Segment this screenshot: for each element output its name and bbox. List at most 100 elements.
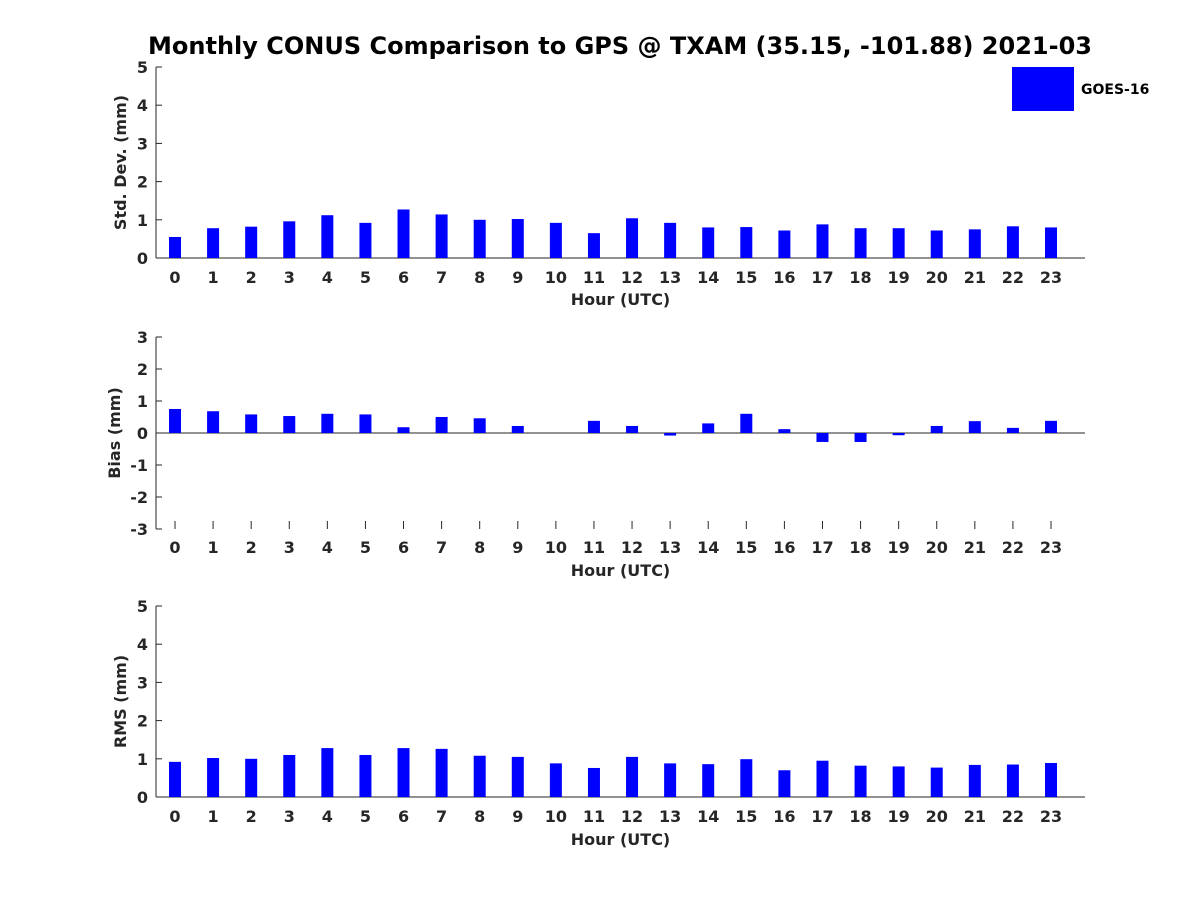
bar-hour-6 — [397, 209, 410, 258]
bar-hour-13 — [664, 433, 677, 436]
x-tick-label: 0 — [169, 807, 180, 826]
x-tick-label: 18 — [849, 538, 871, 557]
x-tick-label: 3 — [284, 807, 295, 826]
bar-hour-16 — [778, 770, 791, 797]
y-axis-label: Bias (mm) — [105, 387, 124, 479]
bar-hour-21 — [968, 421, 981, 433]
x-tick-label: 5 — [360, 807, 371, 826]
y-axis-label: RMS (mm) — [111, 655, 130, 748]
x-tick-label: 5 — [360, 538, 371, 557]
y-tick-label: 2 — [137, 360, 148, 379]
x-tick-label: 11 — [583, 807, 605, 826]
bar-hour-12 — [626, 218, 639, 258]
y-tick-label: 2 — [137, 173, 148, 192]
x-tick-label: 23 — [1040, 268, 1062, 287]
bar-hour-4 — [321, 215, 334, 258]
x-tick-label: 22 — [1002, 268, 1024, 287]
x-tick-label: 17 — [811, 538, 833, 557]
x-tick-label: 14 — [697, 538, 719, 557]
x-tick-label: 4 — [322, 807, 333, 826]
bar-hour-7 — [435, 214, 448, 258]
bar-hour-7 — [435, 417, 448, 433]
x-tick-label: 23 — [1040, 538, 1062, 557]
bar-hour-12 — [626, 756, 639, 797]
bar-hour-5 — [359, 414, 372, 433]
x-tick-label: 9 — [512, 538, 523, 557]
x-tick-label: 0 — [169, 538, 180, 557]
bar-hour-8 — [473, 755, 486, 797]
x-tick-label: 18 — [849, 807, 871, 826]
x-tick-label: 20 — [926, 538, 948, 557]
x-tick-label: 4 — [322, 538, 333, 557]
y-tick-label: 3 — [137, 673, 148, 692]
x-tick-label: 6 — [398, 268, 409, 287]
x-tick-label: 5 — [360, 268, 371, 287]
bar-hour-18 — [854, 433, 867, 442]
x-tick-label: 17 — [811, 268, 833, 287]
y-axis-label: Std. Dev. (mm) — [111, 95, 130, 230]
bar-hour-23 — [1045, 227, 1057, 258]
bar-hour-2 — [245, 758, 258, 797]
bar-hour-23 — [1045, 420, 1057, 433]
bar-hour-23 — [1045, 763, 1057, 797]
x-tick-label: 13 — [659, 807, 681, 826]
x-tick-label: 22 — [1002, 807, 1024, 826]
bar-hour-16 — [778, 230, 791, 258]
x-tick-label: 8 — [474, 807, 485, 826]
x-tick-label: 20 — [926, 268, 948, 287]
x-tick-label: 10 — [545, 268, 567, 287]
y-tick-label: 1 — [137, 211, 148, 230]
y-tick-label: 3 — [137, 328, 148, 347]
x-tick-label: 4 — [322, 268, 333, 287]
bar-hour-3 — [283, 754, 296, 797]
bar-hour-0 — [169, 761, 181, 797]
bar-hour-17 — [816, 224, 829, 258]
bar-hour-8 — [473, 219, 486, 258]
bar-hour-3 — [283, 221, 296, 258]
bar-hour-19 — [892, 228, 905, 258]
x-tick-label: 3 — [284, 538, 295, 557]
bar-hour-17 — [816, 760, 829, 797]
x-tick-label: 21 — [964, 538, 986, 557]
bar-hour-17 — [816, 433, 829, 442]
bar-hour-13 — [664, 763, 677, 797]
x-tick-label: 16 — [773, 807, 795, 826]
bar-hour-3 — [283, 416, 296, 433]
x-tick-label: 13 — [659, 268, 681, 287]
x-tick-label: 0 — [169, 268, 180, 287]
x-tick-label: 19 — [888, 807, 910, 826]
bar-hour-20 — [930, 230, 943, 258]
bar-hour-9 — [511, 756, 524, 797]
x-tick-label: 15 — [735, 807, 757, 826]
x-tick-label: 9 — [512, 268, 523, 287]
bar-hour-18 — [854, 765, 867, 797]
bar-hour-10 — [549, 222, 562, 258]
bar-hour-2 — [245, 226, 258, 258]
x-tick-label: 2 — [246, 538, 257, 557]
bar-hour-1 — [207, 411, 220, 433]
y-tick-label: 0 — [137, 424, 148, 443]
x-tick-label: 7 — [436, 807, 447, 826]
bar-hour-9 — [511, 219, 524, 258]
bar-hour-4 — [321, 413, 334, 433]
bar-hour-11 — [587, 767, 600, 797]
x-tick-label: 11 — [583, 538, 605, 557]
x-tick-label: 7 — [436, 268, 447, 287]
bar-hour-0 — [169, 236, 181, 258]
bar-hour-19 — [892, 766, 905, 797]
x-tick-label: 7 — [436, 538, 447, 557]
x-tick-label: 21 — [964, 807, 986, 826]
x-tick-label: 13 — [659, 538, 681, 557]
bar-hour-6 — [397, 427, 410, 433]
y-tick-label: -2 — [130, 488, 148, 507]
bar-hour-15 — [740, 227, 753, 258]
x-tick-label: 12 — [621, 538, 643, 557]
x-tick-label: 6 — [398, 538, 409, 557]
legend-swatch — [1012, 67, 1074, 111]
x-tick-label: 3 — [284, 268, 295, 287]
bar-hour-14 — [702, 423, 715, 433]
bar-hour-4 — [321, 748, 334, 797]
y-tick-label: 3 — [137, 134, 148, 153]
